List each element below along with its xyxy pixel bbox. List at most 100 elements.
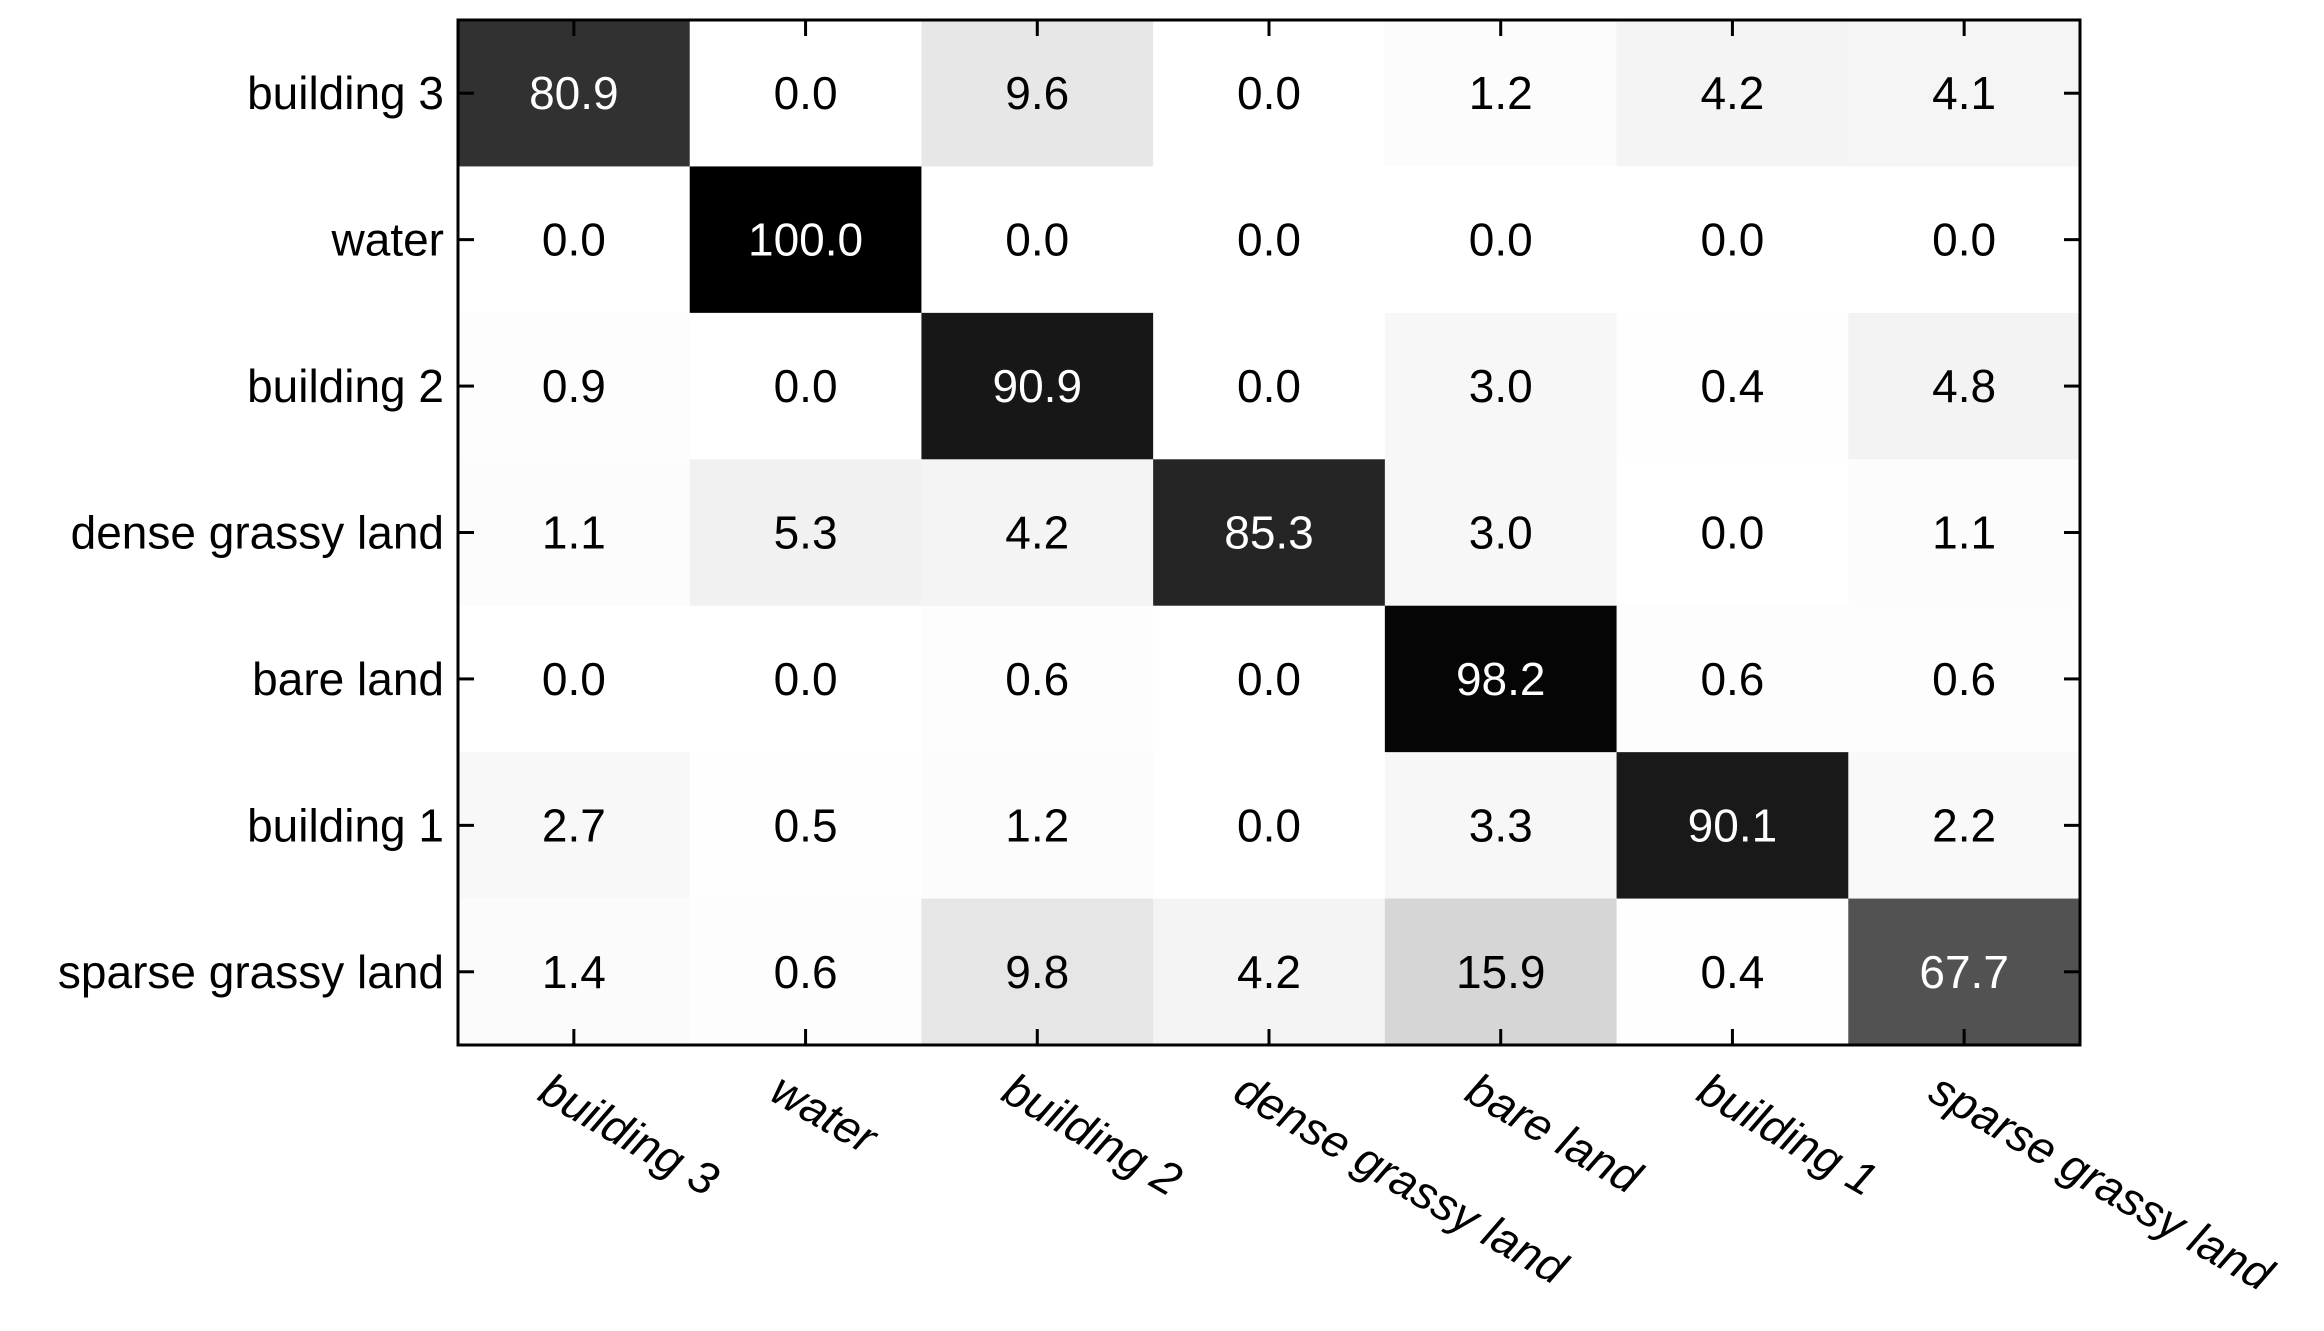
y-tick-label: building 3 [247,67,444,119]
cell-value-label: 3.0 [1469,507,1533,559]
y-tick-label: dense grassy land [71,507,444,559]
heatmap-cell [689,605,923,753]
heatmap-cell [689,20,923,168]
cell-value-label: 9.8 [1005,946,1069,998]
x-axis-tick-labels: building 3 water building 2 dense grassy la… [531,1062,2283,1301]
cell-value-label: 4.2 [1005,507,1069,559]
heatmap-cell [458,752,691,900]
heatmap-cell [458,312,691,460]
heatmap-cell [689,312,923,460]
cell-value-label: 15.9 [1456,946,1546,998]
heatmap-cell [1616,166,1849,314]
heatmap-cell [1384,898,1618,1046]
heatmap-cell [1153,752,1386,900]
heatmap-cell [1153,605,1386,753]
heatmap-cell [1616,459,1849,607]
cell-value-label: 0.5 [774,799,838,851]
y-tick-label: building 1 [247,799,444,851]
heatmap-cell [1848,605,2081,753]
cell-value-label: 85.3 [1224,507,1314,559]
cell-value-label: 100.0 [748,214,863,266]
heatmap-cell [1848,459,2081,607]
heatmap-cell [1616,605,1849,753]
heatmap-cell [1848,166,2081,314]
heatmap-cell [1384,166,1618,314]
heatmap-cell [1848,752,2081,900]
cell-value-label: 1.2 [1469,67,1533,119]
heatmap-cell [1848,898,2081,1046]
cell-value-label: 0.4 [1700,360,1764,412]
cell-value-label: 0.9 [542,360,606,412]
x-tick-label: building 3 [531,1062,728,1206]
cell-value-label: 0.0 [1700,214,1764,266]
cell-value-label: 0.0 [1237,67,1301,119]
cell-value-label: 2.2 [1932,799,1996,851]
cell-value-label: 0.6 [1005,653,1069,705]
heatmap-cell [458,898,691,1046]
heatmap-cell [1153,459,1386,607]
heatmap-cell [689,898,923,1046]
cell-value-label: 1.1 [1932,507,1996,559]
heatmap-cell [1384,459,1618,607]
cell-value-label: 0.0 [542,214,606,266]
cell-value-label: 0.0 [1005,214,1069,266]
heatmap-cell [1616,752,1849,900]
cell-value-label: 0.0 [1237,214,1301,266]
cell-value-label: 80.9 [529,67,619,119]
cell-value-label: 0.6 [774,946,838,998]
cell-value-label: 0.0 [1700,507,1764,559]
cell-value-label: 0.0 [1469,214,1533,266]
cell-value-label: 0.0 [774,653,838,705]
cell-value-label: 4.1 [1932,67,1996,119]
heatmap-cell [458,605,691,753]
heatmap-cell [689,459,923,607]
heatmap-cell [1616,20,1849,168]
x-tick-label: sparse grassy land [1921,1062,2283,1301]
heatmap-cell [921,605,1154,753]
y-tick-label: bare land [252,653,444,705]
cell-value-label: 0.6 [1700,653,1764,705]
heatmap-cell [921,752,1154,900]
heatmap-cell [1153,166,1386,314]
heatmap-cell [458,20,691,168]
heatmap-cell [1616,312,1849,460]
heatmap-cell [1153,312,1386,460]
cell-value-label: 2.7 [542,799,606,851]
cell-value-label: 0.0 [774,360,838,412]
cell-value-label: 3.0 [1469,360,1533,412]
heatmap-cell [921,898,1154,1046]
y-axis-tick-labels: building 3 water building 2 dense grassy la… [58,67,444,998]
heatmap-cell [1153,20,1386,168]
heatmap-cell [689,752,923,900]
cell-value-label: 0.4 [1700,946,1764,998]
heatmap-cell [1153,898,1386,1046]
heatmap-cell [1616,898,1849,1046]
heatmap-cell [1384,605,1618,753]
x-tick-label: building 1 [1689,1062,1886,1206]
heatmap-cell [689,166,923,314]
cell-value-label: 98.2 [1456,653,1546,705]
heatmap-cell [921,312,1154,460]
cell-value-label: 4.8 [1932,360,1996,412]
cell-value-label: 90.9 [993,360,1083,412]
heatmap-cell [921,459,1154,607]
cell-value-label: 3.3 [1469,799,1533,851]
y-tick-label: sparse grassy land [58,946,444,998]
heatmap-cell [458,459,691,607]
heatmap-cell [1848,312,2081,460]
heatmap-cells [458,20,2081,1046]
heatmap-cell [1384,752,1618,900]
cell-value-label: 0.0 [1237,653,1301,705]
y-tick-label: water [331,214,444,266]
heatmap-cell [921,20,1154,168]
cell-value-label: 1.2 [1005,799,1069,851]
cell-value-label: 0.0 [1932,214,1996,266]
cell-value-label: 0.6 [1932,653,1996,705]
x-tick-label: water [763,1062,888,1164]
axis-ticks [458,20,2080,1045]
cell-value-label: 1.1 [542,507,606,559]
heatmap-cell [1384,20,1618,168]
y-tick-label: building 2 [247,360,444,412]
